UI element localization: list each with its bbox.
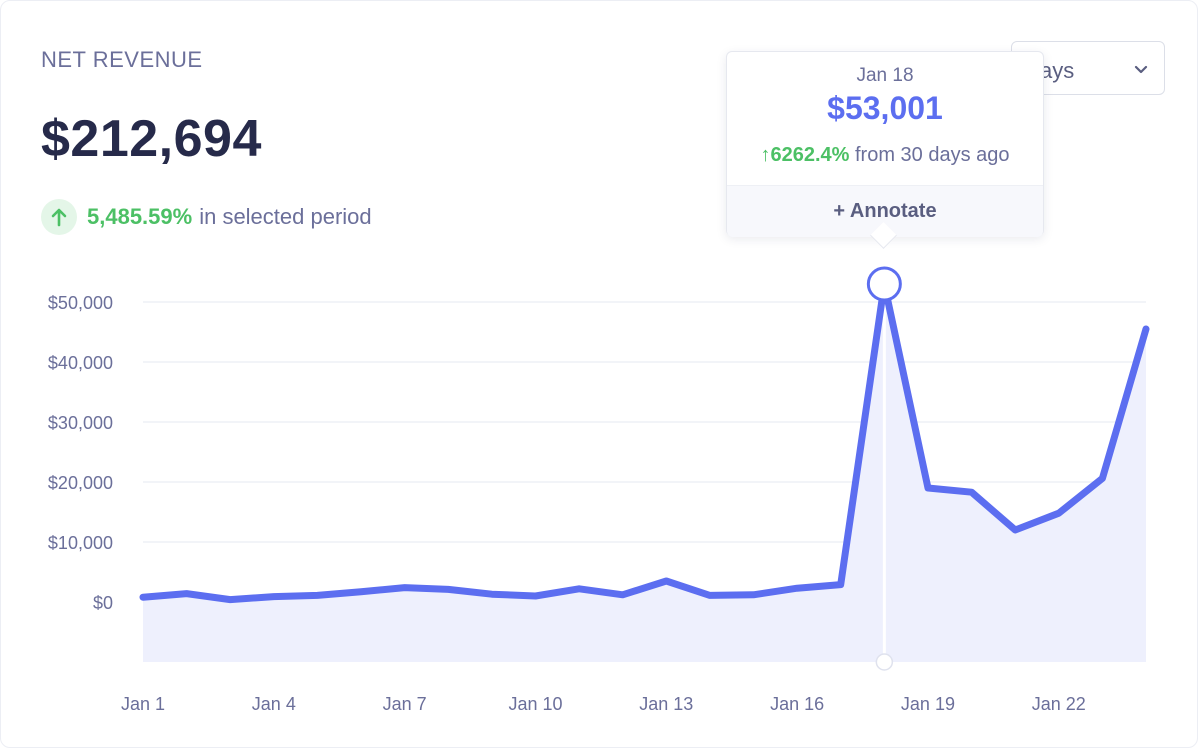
- hover-point-marker: [866, 266, 902, 302]
- total-revenue: $212,694: [41, 110, 262, 168]
- x-tick-label: Jan 1: [121, 694, 165, 714]
- tooltip-change-value: 6262.4%: [770, 144, 850, 166]
- tooltip-change-suffix: from 30 days ago: [855, 144, 1010, 166]
- tooltip-date: Jan 18: [856, 65, 914, 86]
- x-tick-label: Jan 7: [383, 694, 427, 714]
- chart-tooltip: Jan 18 $53,001 ↑6262.4% from 30 days ago…: [726, 51, 1044, 249]
- period-change: 5,485.59% in selected period: [41, 199, 372, 235]
- card-title: NET REVENUE: [41, 47, 203, 72]
- y-tick-label: $30,000: [48, 413, 113, 433]
- arrow-up-icon: [41, 199, 77, 235]
- y-tick-label: $50,000: [48, 293, 113, 313]
- x-tick-label: Jan 22: [1032, 694, 1086, 714]
- period-select-value: ays: [1040, 58, 1075, 83]
- chevron-down-icon: [1134, 62, 1148, 80]
- y-tick-label: $10,000: [48, 533, 113, 553]
- tooltip-value: $53,001: [827, 90, 943, 126]
- y-tick-label: $0: [93, 593, 113, 613]
- change-suffix: in selected period: [199, 204, 372, 229]
- y-tick-label: $40,000: [48, 353, 113, 373]
- x-tick-label: Jan 4: [252, 694, 296, 714]
- arrow-up-icon: ↑: [760, 144, 771, 166]
- series-line-net-revenue: [139, 280, 1150, 604]
- change-percent: 5,485.59%: [87, 204, 193, 229]
- tooltip-change-percent: ↑6262.4%: [760, 144, 849, 166]
- x-tick-label: Jan 19: [901, 694, 955, 714]
- x-tick-label: Jan 16: [770, 694, 824, 714]
- x-tick-label: Jan 13: [639, 694, 693, 714]
- tooltip-change: ↑6262.4% from 30 days ago: [727, 144, 1043, 167]
- x-axis-hover-marker: [875, 653, 894, 671]
- area-fill: [143, 284, 1146, 662]
- x-tick-label: Jan 10: [508, 694, 562, 714]
- y-tick-label: $20,000: [48, 473, 113, 493]
